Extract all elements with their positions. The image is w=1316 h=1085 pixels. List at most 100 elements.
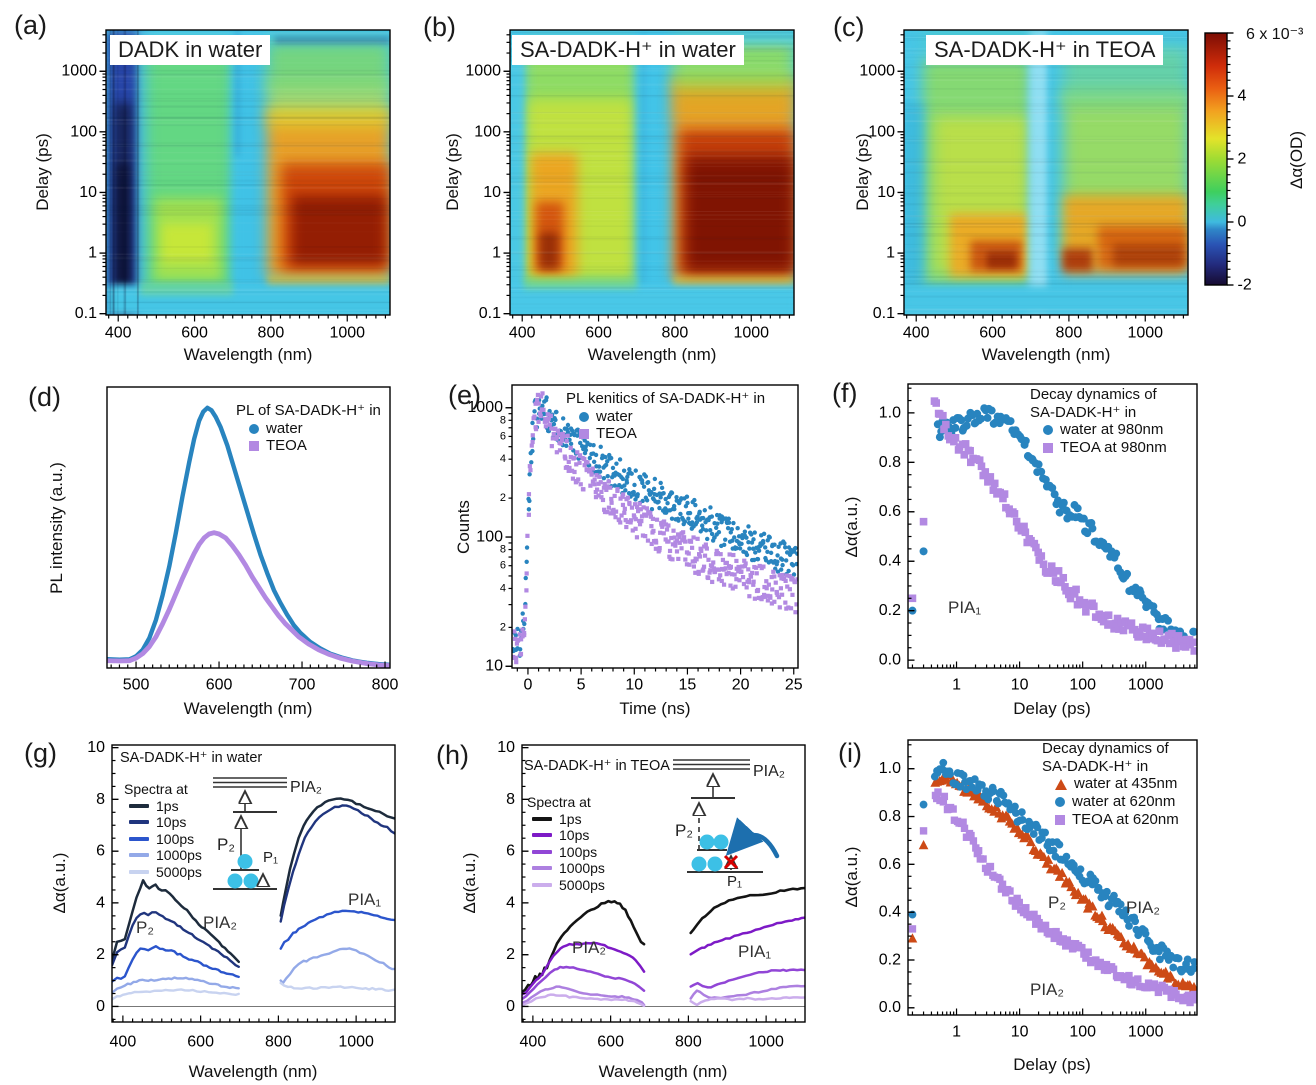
panel-g-spectra-canvas <box>48 721 411 1068</box>
line-marker-icon <box>129 820 149 825</box>
panel-d-xlabel: Wavelength (nm) <box>183 699 313 718</box>
legend-item: water <box>579 408 765 426</box>
legend-item: TEOA at 620nm <box>1055 811 1179 829</box>
panel-i-pia2-top-annotation: PIA₂ <box>1126 898 1160 917</box>
inset-p1-label: P₁ <box>263 849 278 866</box>
upper-state-levels <box>213 777 287 788</box>
panel-f-legend: Decay dynamics of SA-DADK-H⁺ in water at… <box>1030 386 1167 457</box>
panel-e-ylabel: Counts <box>454 500 473 554</box>
panel-e-legend: PL kenitics of SA-DADK-H⁺ in water TEOA <box>566 390 765 443</box>
legend-item: TEOA at 980nm <box>1043 439 1167 457</box>
panel-g-pia1-annotation: PIA₁ <box>348 890 382 909</box>
panel-f-letter: (f) <box>832 378 858 408</box>
legend-item: 10ps <box>129 814 202 831</box>
line-marker-icon <box>129 869 149 874</box>
panel-d-ylabel: PL intensity (a.u.) <box>47 462 66 594</box>
panel-i-legend-items: water at 435nm water at 620nm TEOA at 620n… <box>1042 775 1179 828</box>
line-marker-icon <box>532 849 552 854</box>
panel-g-legend: Spectra at 1ps 10ps 100ps 1000ps 5000ps <box>124 781 202 880</box>
legend-label: TEOA <box>596 425 637 443</box>
panel-f-legend-title-2: SA-DADK-H⁺ in <box>1030 403 1137 421</box>
inset-p1-label: P₁ <box>727 873 742 890</box>
panel-h-legend-title: Spectra at <box>527 794 591 810</box>
line-marker-icon <box>129 853 149 858</box>
square-marker-icon <box>1055 814 1065 825</box>
panel-i-legend: Decay dynamics of SA-DADK-H⁺ in water at… <box>1042 740 1179 828</box>
panel-e-letter: (e) <box>448 380 481 410</box>
legend-item: water at 980nm <box>1043 421 1167 439</box>
legend-label: water <box>596 407 633 425</box>
panel-d-letter: (d) <box>28 382 61 412</box>
electron-particle <box>707 856 723 872</box>
panel-a-heatmap-canvas <box>42 6 406 361</box>
electron-transfer-arrow <box>725 817 780 859</box>
panel-a-xlabel: Wavelength (nm) <box>183 345 313 364</box>
blocked-cross-icon <box>723 854 739 870</box>
panel-e-pl-kinetics-canvas <box>448 361 814 714</box>
legend-label: TEOA at 980nm <box>1060 439 1167 457</box>
panel-c-xlabel: Wavelength (nm) <box>981 345 1111 364</box>
legend-item: TEOA <box>579 425 765 443</box>
electron-particle <box>237 854 253 869</box>
legend-item: water at 435nm <box>1055 775 1179 793</box>
panel-g-xlabel: Wavelength (nm) <box>188 1062 318 1081</box>
panel-c-heatmap-canvas <box>840 6 1204 361</box>
legend-label: water at 620nm <box>1072 793 1176 811</box>
inset-pia2-label: PIA₂ <box>290 779 322 796</box>
panel-d-pl-spectra-canvas <box>43 363 406 714</box>
colorbar-canvas <box>1199 17 1291 301</box>
panel-g-pia2-annotation: PIA₂ <box>203 913 237 932</box>
circle-marker-icon <box>1055 796 1065 807</box>
legend-label: 100ps <box>156 830 195 847</box>
panel-d-legend: PL of SA-DADK-H⁺ in water TEOA <box>236 402 381 455</box>
legend-label: 5000ps <box>156 863 202 880</box>
legend-label: water <box>266 419 303 437</box>
panel-h-pia2-annotation: PIA₂ <box>572 938 606 957</box>
circle-marker-icon <box>1043 425 1053 436</box>
panel-c-title: SA-DADK-H⁺ in TEOA <box>926 35 1164 65</box>
panel-f-legend-title-1: Decay dynamics of <box>1030 386 1157 403</box>
panel-f-decay-canvas <box>844 360 1213 714</box>
colorbar-axis-label: Δα(OD) <box>1287 130 1306 190</box>
panel-d-legend-title: PL of SA-DADK-H⁺ in <box>236 402 381 419</box>
inset-p2-label: P₂ <box>675 821 693 840</box>
panel-g-p2-annotation: P₂ <box>136 918 154 937</box>
electron-particle <box>713 834 729 850</box>
line-marker-icon <box>129 803 149 808</box>
legend-item: 1000ps <box>532 860 605 877</box>
legend-item: TEOA <box>249 437 381 455</box>
panel-a-title: DADK in water <box>110 35 271 65</box>
panel-h-title: SA-DADK-H⁺ in TEOA <box>524 758 670 774</box>
legend-item: water <box>249 420 381 438</box>
panel-b-heatmap-canvas <box>446 6 810 361</box>
legend-label: water at 980nm <box>1060 421 1164 439</box>
panel-g-ylabel: Δα(a.u.) <box>50 852 69 914</box>
panel-e-legend-title: PL kenitics of SA-DADK-H⁺ in <box>566 390 766 407</box>
legend-item: 1000ps <box>129 847 202 864</box>
panel-g-letter: (g) <box>24 738 57 768</box>
square-marker-icon <box>579 429 589 440</box>
square-marker-icon <box>1043 442 1053 453</box>
panel-c-ylabel: Delay (ps) <box>853 133 872 211</box>
panel-i-ylabel: Δα(a.u.) <box>842 846 861 908</box>
panel-g-title: SA-DADK-H⁺ in water <box>120 750 263 766</box>
panel-e-legend-items: water TEOA <box>566 408 765 443</box>
electron-particle <box>243 873 259 889</box>
panel-f-ylabel: Δα(a.u.) <box>842 496 861 558</box>
panel-i-legend-title-2: SA-DADK-H⁺ in <box>1042 757 1149 775</box>
panel-i-letter: (i) <box>838 738 862 768</box>
panel-c-letter: (c) <box>833 12 865 42</box>
panel-h-legend-items: 1ps 10ps 100ps 1000ps 5000ps <box>527 811 605 894</box>
square-marker-icon <box>249 441 259 452</box>
panel-h-spectra-canvas <box>458 721 821 1068</box>
electron-particle <box>227 873 243 889</box>
legend-label: 1000ps <box>156 847 202 864</box>
panel-b-xlabel: Wavelength (nm) <box>587 345 717 364</box>
line-marker-icon <box>532 816 552 821</box>
panel-d-legend-items: water TEOA <box>236 420 381 455</box>
line-marker-icon <box>532 866 552 871</box>
panel-h-ylabel: Δα(a.u.) <box>460 852 479 914</box>
panel-h-pia1-annotation: PIA₁ <box>738 942 772 961</box>
legend-label: 10ps <box>559 827 590 844</box>
